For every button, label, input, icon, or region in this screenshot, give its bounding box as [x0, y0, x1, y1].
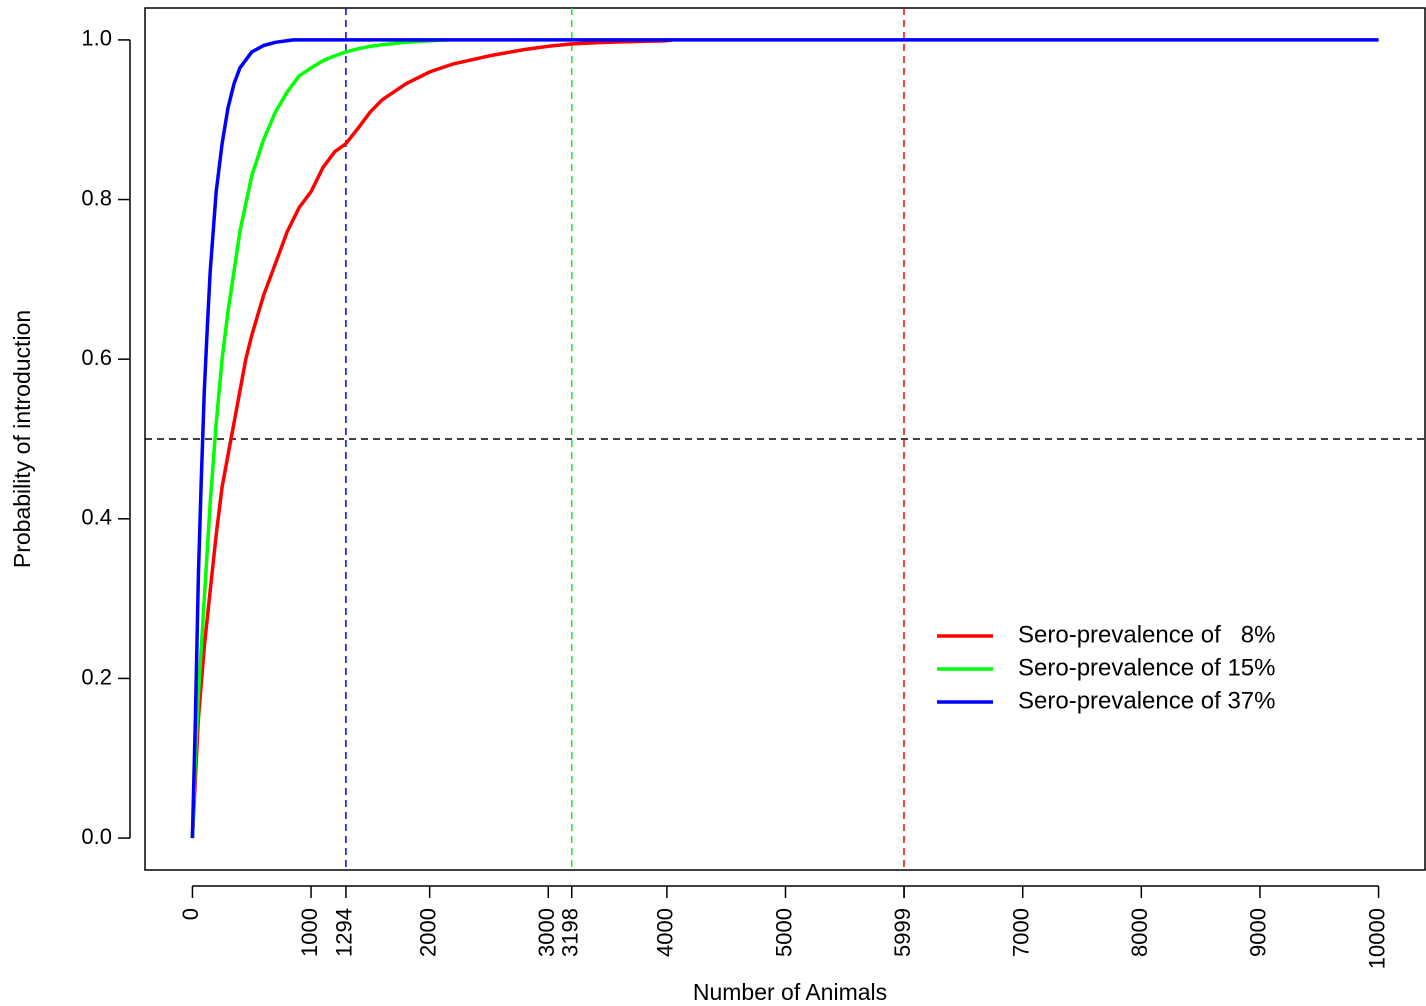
plot-layer: 0 1000 2000 3000 4000 5000 7000 8000 9000 10000 12…	[81, 7, 1426, 969]
x-tick-label-5: 5000	[771, 908, 796, 957]
y-tick-label-3: 0.6	[81, 345, 112, 370]
x-extra-tick-label-0: 1294	[332, 908, 357, 957]
series-line-1	[190, 38, 448, 839]
legend-label-2: Sero-prevalence of 37%	[1018, 687, 1275, 714]
x-tick-label-9: 9000	[1246, 908, 1271, 957]
y-tick-label-2: 0.4	[81, 505, 112, 530]
x-tick-label-10: 10000	[1364, 908, 1389, 969]
x-tick-label-1: 1000	[297, 908, 322, 957]
legend-label-1: Sero-prevalence of 15%	[1018, 654, 1275, 681]
x-tick-label-3: 3000	[534, 908, 559, 957]
y-tick-label-4: 0.8	[81, 185, 112, 210]
y-tick-label-1: 0.2	[81, 664, 112, 689]
x-extra-tick-label-1: 3198	[558, 908, 583, 957]
x-tick-label-2: 2000	[416, 908, 441, 957]
x-tick-label-8: 8000	[1127, 908, 1152, 957]
x-tick-label-7: 7000	[1009, 908, 1034, 957]
x-axis-title: Number of Animals	[693, 979, 887, 1005]
series-line-2	[190, 38, 1379, 839]
x-extra-tick-label-2: 5999	[890, 908, 915, 957]
y-tick-label-5: 1.0	[81, 26, 112, 51]
x-tick-label-4: 4000	[653, 908, 678, 957]
y-axis-title: Probability of introduction	[9, 310, 35, 568]
legend-label-0: Sero-prevalence of 8%	[1018, 621, 1275, 648]
y-tick-label-0: 0.0	[81, 824, 112, 849]
series-line-0	[190, 38, 674, 839]
x-tick-label-0: 0	[178, 908, 203, 920]
